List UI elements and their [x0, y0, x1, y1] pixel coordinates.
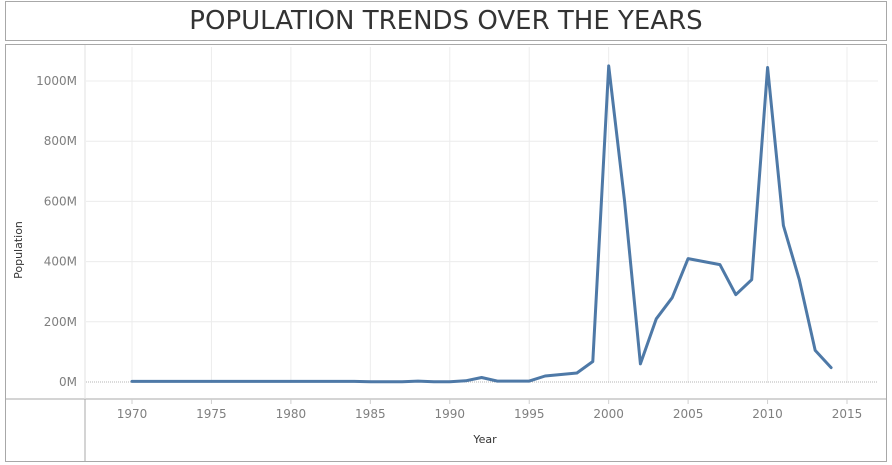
data-point [273, 379, 277, 383]
data-point [400, 380, 404, 384]
data-point [130, 379, 134, 383]
data-point [750, 278, 754, 282]
x-tick-label: 2010 [752, 407, 783, 421]
data-point [352, 379, 356, 383]
data-point [575, 371, 579, 375]
data-point [654, 317, 658, 321]
data-point [670, 296, 674, 300]
data-point [305, 379, 309, 383]
x-tick-label: 2015 [832, 407, 863, 421]
data-point [257, 379, 261, 383]
x-tick-label: 1995 [514, 407, 545, 421]
x-tick-label: 2005 [673, 407, 704, 421]
data-point [241, 379, 245, 383]
data-point [607, 64, 611, 68]
y-tick-label: 200M [44, 315, 77, 329]
data-point [702, 260, 706, 264]
x-tick-label: 1975 [196, 407, 227, 421]
data-point [464, 379, 468, 383]
data-point [766, 65, 770, 69]
population-line [130, 64, 833, 384]
data-point [813, 348, 817, 352]
data-point [797, 278, 801, 282]
x-tick-label: 1985 [355, 407, 386, 421]
x-tick-label: 2000 [593, 407, 624, 421]
x-tick-label: 1990 [435, 407, 466, 421]
data-point [162, 379, 166, 383]
y-tick-label: 600M [44, 194, 77, 208]
data-point [178, 379, 182, 383]
data-point [416, 379, 420, 383]
data-point [511, 379, 515, 383]
y-tick-label: 1000M [36, 74, 77, 88]
data-point [623, 199, 627, 203]
axes: 0M 200M 400M 600M 800M 1000M 1970 1975 1980 1985 1… [6, 45, 886, 461]
x-axis-title: Year [472, 433, 497, 446]
gridlines [86, 47, 878, 383]
data-point [829, 366, 833, 370]
data-point [194, 379, 198, 383]
chart-frame: 0M 200M 400M 600M 800M 1000M 1970 1975 1980 1985 1… [5, 44, 887, 462]
y-tick-label: 400M [44, 255, 77, 269]
data-point [781, 223, 785, 227]
data-point [337, 379, 341, 383]
data-point [368, 380, 372, 384]
data-point [559, 372, 563, 376]
title-panel: POPULATION TRENDS OVER THE YEARS [5, 1, 887, 41]
data-point [448, 380, 452, 384]
data-point [289, 379, 293, 383]
data-point [638, 362, 642, 366]
data-point [686, 257, 690, 261]
data-point [146, 379, 150, 383]
x-tick-label: 1980 [276, 407, 307, 421]
chart-title: POPULATION TRENDS OVER THE YEARS [189, 6, 703, 36]
data-point [734, 293, 738, 297]
data-point [225, 379, 229, 383]
x-tick-label: 1970 [117, 407, 148, 421]
y-tick-label: 0M [59, 375, 77, 389]
data-point [591, 360, 595, 364]
series-line-layer [130, 64, 833, 384]
line-chart: 0M 200M 400M 600M 800M 1000M 1970 1975 1980 1985 1… [6, 45, 886, 461]
data-point [384, 380, 388, 384]
data-point [543, 374, 547, 378]
data-point [480, 375, 484, 379]
data-point [718, 263, 722, 267]
y-axis-title: Population [12, 221, 25, 279]
data-point [432, 380, 436, 384]
data-point [321, 379, 325, 383]
data-point [527, 379, 531, 383]
data-point [209, 379, 213, 383]
data-point [495, 379, 499, 383]
y-tick-label: 800M [44, 134, 77, 148]
